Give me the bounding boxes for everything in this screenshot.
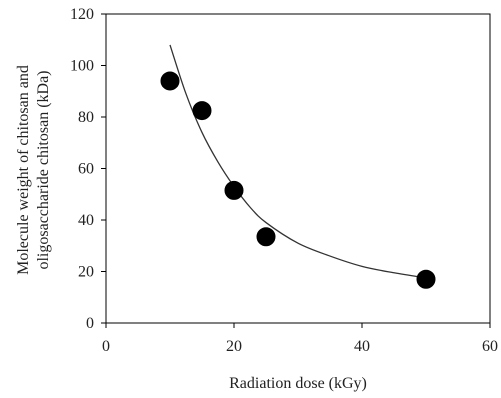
data-point xyxy=(256,227,276,247)
y-tick-label: 0 xyxy=(86,315,94,332)
ticks-layer: 0 20 40 60 0 20 40 60 80 100 120 xyxy=(70,6,498,355)
fitted-curve-layer xyxy=(169,44,427,279)
y-tick-label: 20 xyxy=(78,264,94,281)
data-point xyxy=(160,71,180,91)
x-tick-label: 0 xyxy=(102,338,110,355)
y-axis-title: Molecule weight of chitosan and oligosac… xyxy=(15,65,52,275)
data-point xyxy=(416,269,436,289)
x-tick-label: 20 xyxy=(226,338,242,355)
x-tick-label: 60 xyxy=(482,338,498,355)
y-tick-label: 100 xyxy=(70,58,94,75)
x-axis-title: Radiation dose (kGy) xyxy=(229,375,367,392)
data-point xyxy=(224,180,244,200)
x-tick-label: 40 xyxy=(354,338,370,355)
data-points-layer xyxy=(160,71,436,289)
y-axis-title-line-1: Molecule weight of chitosan and xyxy=(15,65,32,275)
y-tick-label: 80 xyxy=(78,109,94,126)
y-tick-label: 60 xyxy=(78,161,94,178)
y-tick-label: 40 xyxy=(78,212,94,229)
fitted-curve xyxy=(169,44,427,279)
y-tick-label: 120 xyxy=(70,6,94,23)
y-axis-title-line-2: oligosaccharide chitosan (kDa) xyxy=(35,70,52,269)
data-point xyxy=(192,101,212,121)
